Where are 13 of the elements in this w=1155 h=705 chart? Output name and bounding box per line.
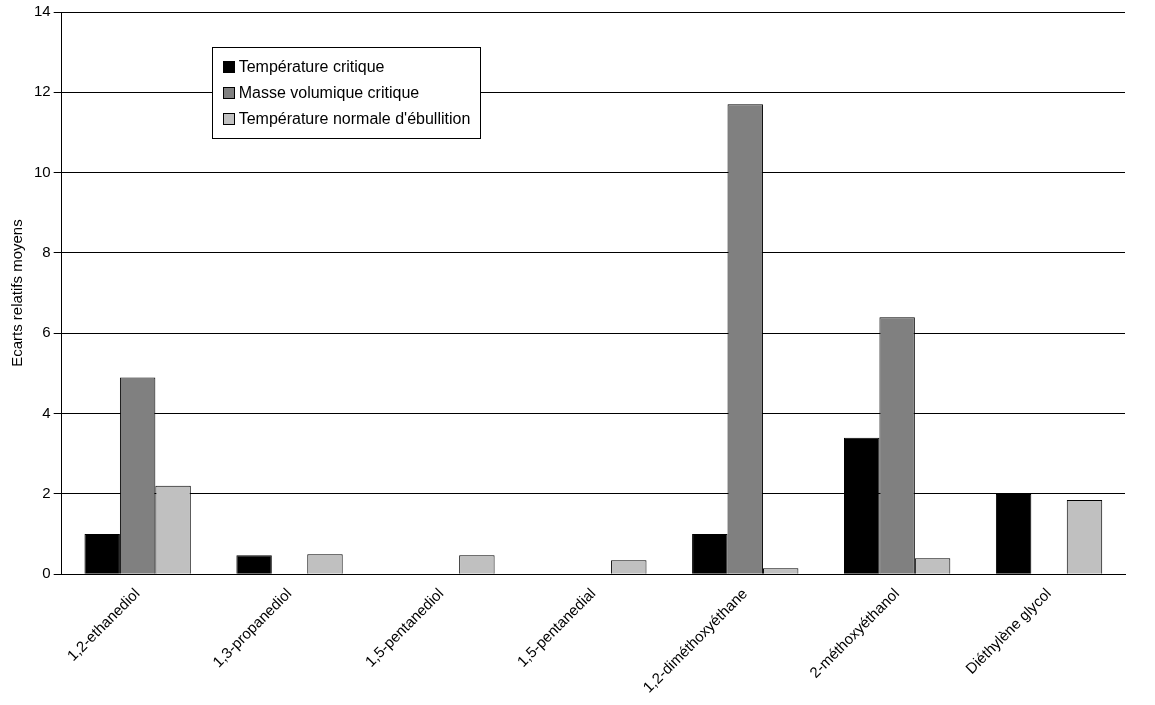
y-tick-label: 8: [42, 243, 51, 261]
y-tick-label: 10: [34, 162, 51, 180]
legend-label: Masse volumique critique: [237, 83, 421, 103]
y-tick-label: 6: [42, 323, 51, 341]
y-tick-label: 0: [42, 564, 51, 582]
y-axis-title: Ecarts relatifs moyens: [8, 219, 26, 367]
y-tick-label: 2: [42, 484, 51, 502]
legend-label: Température normale d'ébullition: [237, 109, 471, 129]
y-tick-label: 14: [34, 2, 51, 20]
legend-label: Température critique: [237, 57, 386, 77]
y-tick-label: 4: [42, 403, 51, 421]
bar: [236, 555, 272, 574]
y-tick-label: 12: [34, 82, 51, 100]
